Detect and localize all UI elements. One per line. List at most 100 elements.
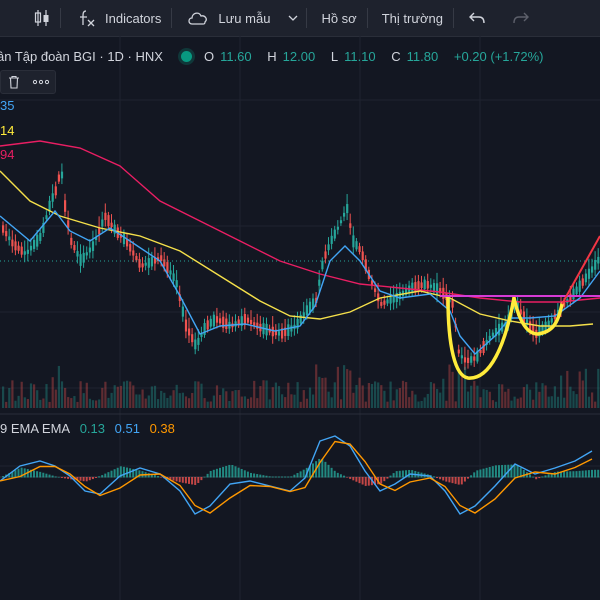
candle <box>299 314 302 324</box>
histogram-bar <box>510 464 513 478</box>
volume-bar <box>259 386 262 408</box>
histogram-bar <box>587 470 590 478</box>
candle <box>563 302 566 307</box>
more-button[interactable] <box>27 71 55 93</box>
volume-bar <box>355 384 358 408</box>
volume-bar <box>451 371 454 408</box>
candle <box>67 220 70 228</box>
histogram-bar <box>178 477 181 483</box>
volume-bar <box>467 391 470 408</box>
histogram-bar <box>454 477 457 484</box>
histogram-bar <box>457 477 460 485</box>
close-value: 11.80 <box>406 48 439 64</box>
histogram-bar <box>91 477 94 480</box>
save-template-label: Lưu mẫu <box>218 10 271 26</box>
candle <box>398 291 401 300</box>
indicator-value-1: 0.13 <box>79 421 106 436</box>
candle <box>82 252 85 263</box>
volume-bar <box>417 401 420 408</box>
candle <box>383 300 386 305</box>
histogram-bar <box>343 475 345 478</box>
histogram-bar <box>212 469 215 478</box>
redo-button[interactable] <box>496 0 540 36</box>
candle <box>473 356 476 361</box>
histogram-bar <box>138 470 141 478</box>
volume-bar <box>485 389 488 408</box>
histogram-bar <box>529 474 531 478</box>
histogram-bar <box>436 477 438 479</box>
volume-bar <box>250 397 253 408</box>
histogram-bar <box>358 477 361 484</box>
volume-bar <box>336 366 339 408</box>
volume-bar <box>584 368 587 408</box>
volume-bar <box>153 385 157 408</box>
volume-bar <box>98 399 101 408</box>
indicator-name: 9 EMA EMA <box>0 421 71 436</box>
indicators-button[interactable]: Indicators <box>61 0 171 36</box>
save-template-button[interactable]: Lưu mẫu <box>172 0 280 36</box>
candle <box>29 245 33 251</box>
save-dropdown-button[interactable] <box>280 0 306 36</box>
histogram-bar <box>448 477 451 483</box>
histogram-bar <box>519 467 522 478</box>
candle <box>327 244 330 251</box>
profile-button[interactable]: Hồ sơ <box>307 0 366 36</box>
candle <box>57 174 60 182</box>
symbol-title: ân Tập đoàn BGI · 1D · HNX <box>0 48 163 64</box>
volume-bar <box>181 392 184 408</box>
volume-bar <box>491 400 494 408</box>
chart-area[interactable]: ân Tập đoàn BGI · 1D · HNX O 11.60 H 12.00… <box>0 36 600 600</box>
histogram-bar <box>194 477 197 486</box>
volume-bar <box>219 395 222 408</box>
histogram-bar <box>284 476 287 478</box>
chart-type-button[interactable] <box>0 0 60 36</box>
histogram-bar <box>408 469 411 478</box>
volume-bar <box>432 383 436 408</box>
volume-bar <box>271 387 274 408</box>
volume-bar <box>315 364 318 408</box>
undo-button[interactable] <box>454 0 496 36</box>
volume-bar <box>203 398 206 408</box>
histogram-bar <box>594 469 597 478</box>
handle-drawing <box>512 296 564 336</box>
histogram-bar <box>256 474 259 478</box>
candle <box>144 262 147 266</box>
candle <box>250 319 253 325</box>
histogram-bar <box>336 472 339 478</box>
candle <box>64 200 67 212</box>
candle <box>188 328 191 336</box>
histogram-bar <box>290 476 293 478</box>
histogram-bar <box>33 470 35 478</box>
histogram-bar <box>532 476 535 478</box>
candle <box>550 318 553 323</box>
histogram-bar <box>219 467 221 478</box>
volume-bar <box>281 394 284 408</box>
remove-button[interactable] <box>1 71 27 93</box>
candle <box>206 320 209 330</box>
volume-bar <box>243 396 246 408</box>
histogram-bar <box>361 477 364 485</box>
ema-slow-line <box>0 140 600 303</box>
histogram-bar <box>364 477 367 486</box>
candle <box>318 279 321 286</box>
volume-bar <box>95 400 98 408</box>
volume-bar <box>85 382 88 408</box>
volume-bar <box>398 388 401 408</box>
histogram-bar <box>498 465 500 478</box>
candle <box>352 235 355 248</box>
price-chart[interactable] <box>0 36 600 600</box>
histogram-bar <box>271 476 274 478</box>
histogram-bar <box>333 470 336 478</box>
candle <box>584 273 587 283</box>
histogram-bar <box>578 470 581 478</box>
candle <box>135 256 138 261</box>
volume-bar <box>494 401 498 408</box>
volume-bar <box>525 384 529 408</box>
histogram-bar <box>85 477 88 482</box>
volume-bar <box>234 390 237 408</box>
volume-bar <box>473 380 476 408</box>
candle <box>91 241 95 251</box>
volume-bar <box>553 386 556 408</box>
candle <box>597 256 600 264</box>
market-button[interactable]: Thị trường <box>368 0 453 36</box>
